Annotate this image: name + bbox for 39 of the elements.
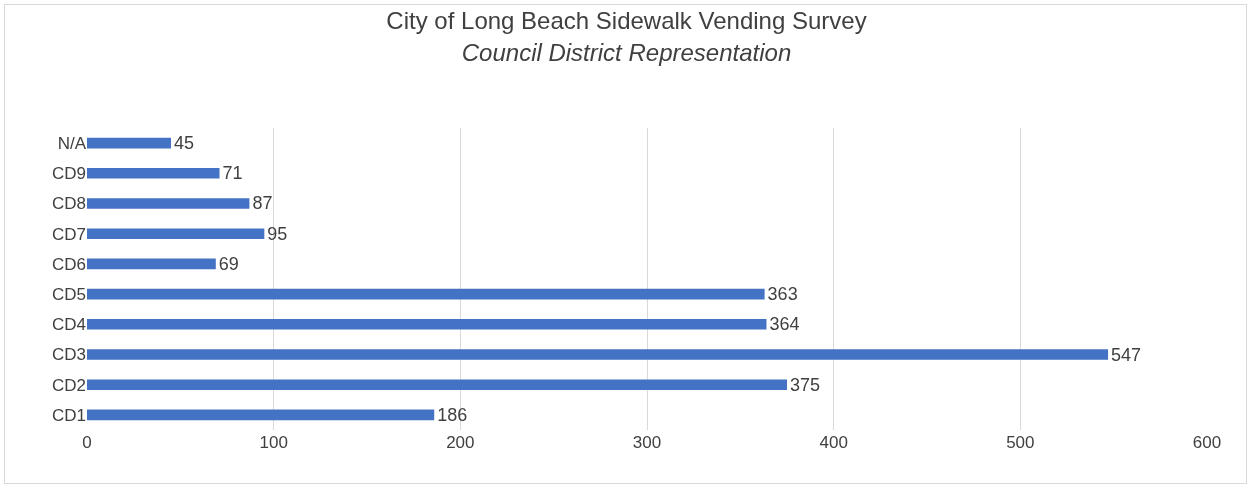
bar — [87, 228, 265, 239]
y-tick-label: CD4 — [51, 315, 86, 335]
x-tick-label: 100 — [259, 433, 288, 452]
y-tick-label: CD5 — [51, 285, 86, 305]
bar — [87, 379, 787, 390]
x-tick-label: 500 — [1006, 433, 1035, 452]
data-label: 547 — [1111, 344, 1142, 365]
bar — [87, 288, 765, 300]
bar — [87, 198, 250, 209]
y-tick-label: CD1 — [51, 405, 86, 425]
data-label: 71 — [222, 163, 243, 184]
x-tick-label: 300 — [632, 433, 662, 452]
y-tick-label: CD3 — [51, 345, 86, 365]
x-tick-label: 200 — [446, 433, 475, 452]
bar — [87, 137, 171, 149]
data-label: 364 — [769, 314, 800, 335]
x-tick-label: 0 — [82, 433, 92, 452]
chart-subtitle: Council District Representation — [461, 38, 792, 66]
data-label: 363 — [767, 284, 798, 305]
chart-title: City of Long Beach Sidewalk Vending Survey — [386, 7, 867, 35]
bar — [87, 168, 220, 179]
y-tick-label: CD8 — [51, 194, 86, 214]
x-tick-label: 400 — [819, 433, 848, 452]
data-label: 45 — [174, 133, 195, 154]
bar — [87, 258, 216, 270]
x-tick-label: 600 — [1192, 433, 1222, 452]
y-tick-label: CD7 — [51, 224, 86, 244]
y-tick-label: CD2 — [51, 375, 86, 395]
data-label: 87 — [252, 193, 273, 214]
bar — [87, 349, 1109, 360]
data-label: 95 — [267, 223, 288, 244]
data-label: 69 — [218, 253, 239, 274]
data-label: 375 — [790, 374, 821, 395]
y-tick-label: CD6 — [51, 254, 86, 274]
bar — [87, 319, 767, 330]
y-tick-label: CD9 — [51, 164, 86, 184]
data-label: 186 — [437, 404, 468, 425]
y-tick-label: N/A — [57, 134, 87, 154]
bar — [87, 409, 435, 421]
